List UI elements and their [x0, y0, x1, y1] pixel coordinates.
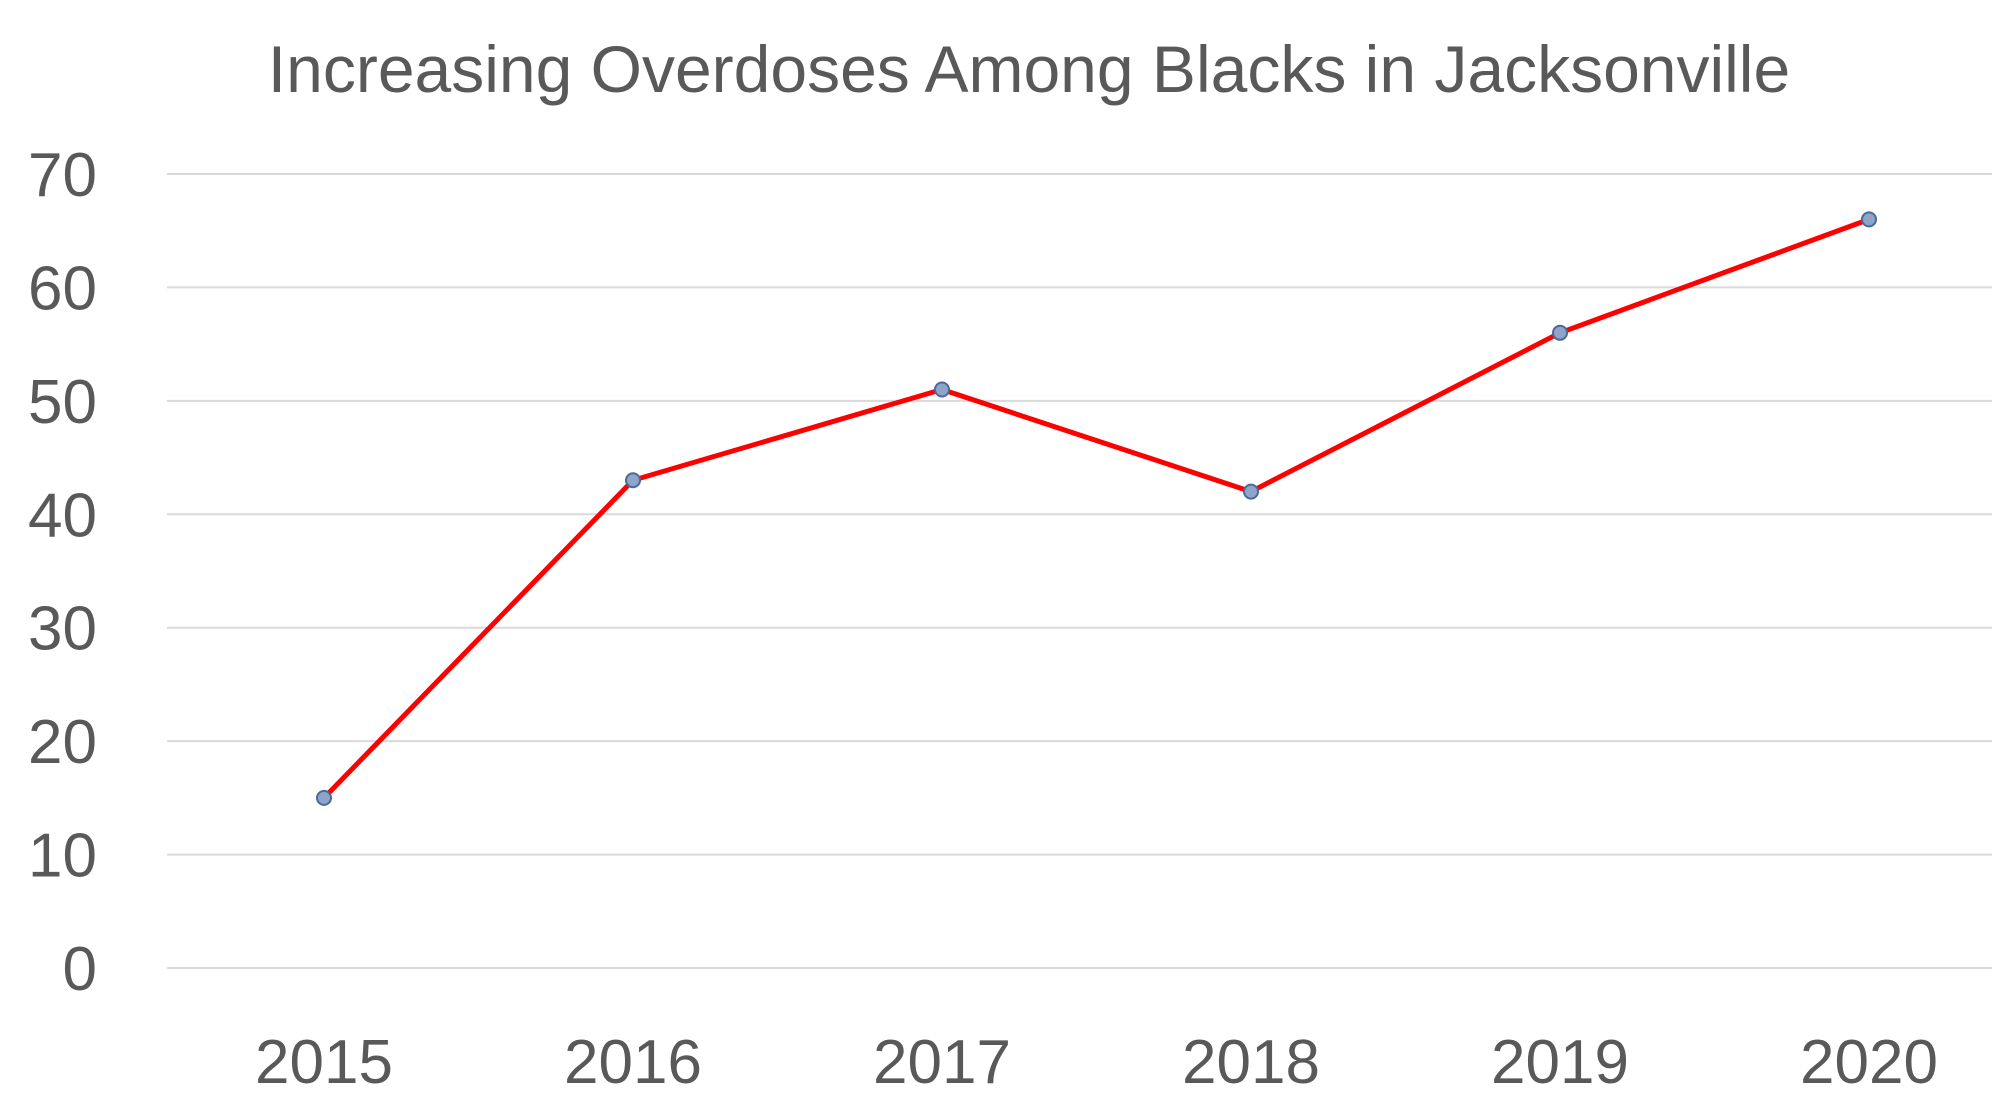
data-points — [316, 211, 1877, 806]
x-axis-tick-labels: 2015 2016 2017 2018 2019 2020 — [255, 1028, 1938, 1093]
x-tick-label: 2018 — [1182, 1028, 1320, 1093]
series-line — [321, 216, 1872, 801]
x-tick-label: 2015 — [255, 1028, 393, 1093]
data-point-2019 — [1552, 324, 1568, 341]
data-point-2016 — [625, 472, 641, 489]
y-tick-label: 50 — [28, 368, 97, 437]
y-tick-label: 20 — [28, 708, 97, 777]
x-tick-label: 2017 — [873, 1028, 1011, 1093]
y-tick-label: 60 — [28, 254, 97, 323]
gridlines — [167, 173, 1992, 969]
chart-title: Increasing Overdoses Among Blacks in Jac… — [268, 32, 1790, 106]
data-series — [321, 216, 1872, 801]
y-tick-label: 0 — [63, 935, 97, 1004]
data-point-2017 — [934, 381, 950, 398]
y-tick-label: 10 — [28, 822, 97, 891]
x-tick-label: 2020 — [1800, 1028, 1938, 1093]
y-tick-label: 40 — [28, 481, 97, 550]
x-tick-label: 2019 — [1491, 1028, 1629, 1093]
y-axis-tick-labels: 0 10 20 30 40 50 60 70 — [28, 141, 97, 1004]
data-point-2015 — [316, 789, 332, 806]
data-point-2020 — [1861, 211, 1877, 228]
y-tick-label: 30 — [28, 595, 97, 664]
x-tick-label: 2016 — [564, 1028, 702, 1093]
data-point-2018 — [1243, 483, 1259, 500]
y-tick-label: 70 — [28, 141, 97, 210]
